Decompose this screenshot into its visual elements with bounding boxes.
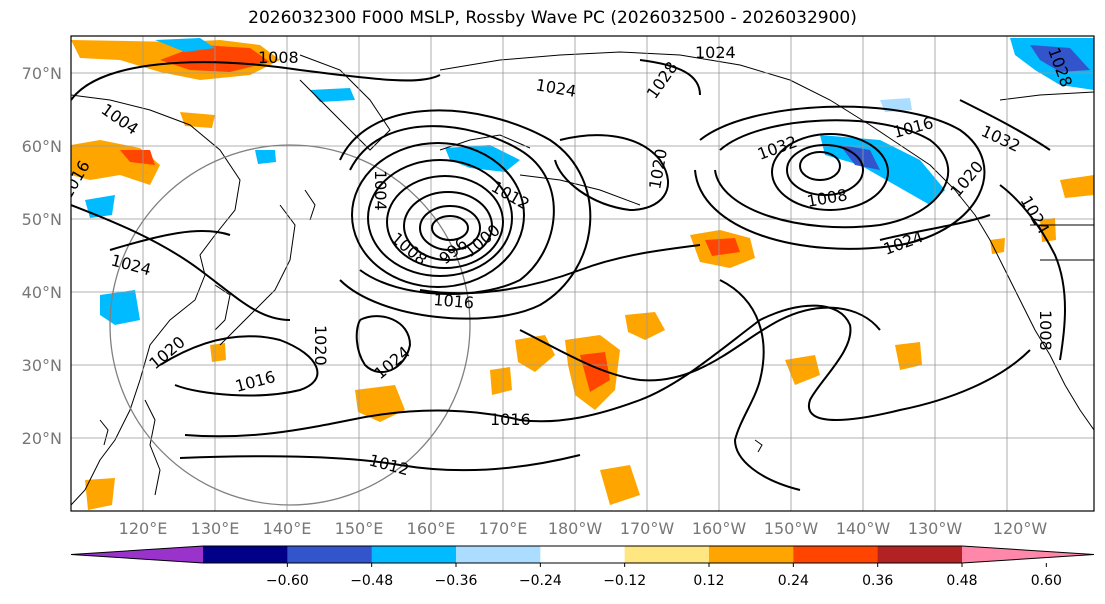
lon-label: 140°W bbox=[836, 519, 891, 538]
lon-label: 130°E bbox=[191, 519, 240, 538]
lon-label: 120°E bbox=[119, 519, 168, 538]
colorbar: −0.60 −0.48 −0.36 −0.24 −0.12 0.12 0.24 0.36 0.4… bbox=[70, 545, 1095, 589]
colorbar-swatch bbox=[709, 546, 794, 563]
colorbar-extend-max bbox=[962, 546, 1094, 563]
map-title: 2026032300 F000 MSLP, Rossby Wave PC (20… bbox=[248, 8, 857, 28]
lon-label: 140°E bbox=[263, 519, 312, 538]
isobar-label: 1020 bbox=[311, 325, 330, 366]
lon-label: 170°E bbox=[479, 519, 528, 538]
latitude-labels: 70°N 60°N 50°N 40°N 30°N 20°N bbox=[22, 64, 62, 448]
anomaly-shading bbox=[71, 38, 1094, 510]
isobar-label: 1016 bbox=[433, 290, 475, 312]
isobar-label: 1008 bbox=[1036, 310, 1055, 351]
lon-label: 150°W bbox=[764, 519, 819, 538]
lon-label: 180°W bbox=[548, 519, 603, 538]
isobars bbox=[71, 59, 1066, 491]
colorbar-tick-label: 0.24 bbox=[778, 573, 809, 589]
colorbar-swatch bbox=[287, 546, 373, 563]
lat-label: 60°N bbox=[22, 137, 62, 156]
colorbar-extend-min bbox=[71, 546, 203, 563]
colorbar-outline bbox=[70, 545, 1095, 564]
colorbar-swatch bbox=[203, 546, 288, 563]
colorbar-swatch bbox=[371, 546, 457, 563]
colorbar-tick-label: 0.48 bbox=[946, 573, 977, 589]
colorbar-tick-label: 0.60 bbox=[1031, 573, 1062, 589]
lon-label: 120°W bbox=[993, 519, 1048, 538]
lat-label: 30°N bbox=[22, 356, 62, 375]
map-background bbox=[71, 36, 1094, 511]
colorbar-tick-label: −0.36 bbox=[435, 573, 478, 589]
colorbar-swatch bbox=[624, 546, 710, 563]
colorbar-tick-label: −0.60 bbox=[266, 573, 309, 589]
isobar-label: 1004 bbox=[371, 170, 390, 211]
colorbar-swatch bbox=[456, 546, 541, 563]
colorbar-tick-label: −0.24 bbox=[519, 573, 562, 589]
lat-label: 20°N bbox=[22, 429, 62, 448]
lat-label: 40°N bbox=[22, 283, 62, 302]
longitude-labels: 120°E 130°E 140°E 150°E 160°E 170°E 180°… bbox=[119, 519, 1048, 538]
lon-label: 170°W bbox=[620, 519, 675, 538]
lon-label: 160°W bbox=[692, 519, 747, 538]
colorbar-tick-label: −0.48 bbox=[350, 573, 393, 589]
isobar-label: 1008 bbox=[258, 48, 299, 67]
colorbar-swatch bbox=[540, 546, 626, 563]
colorbar-tick-label: −0.12 bbox=[603, 573, 646, 589]
colorbar-swatch bbox=[793, 546, 879, 563]
map-frame bbox=[70, 35, 1095, 512]
highlight-circle bbox=[109, 144, 471, 506]
lon-label: 150°E bbox=[335, 519, 384, 538]
colorbar-tick-label: 0.36 bbox=[862, 573, 893, 589]
lon-label: 160°E bbox=[407, 519, 456, 538]
graticule bbox=[71, 36, 1094, 511]
lat-label: 50°N bbox=[22, 210, 62, 229]
colorbar-swatch bbox=[877, 546, 963, 563]
lon-label: 130°W bbox=[908, 519, 963, 538]
isobar-label: 1024 bbox=[695, 43, 736, 62]
colorbar-tick-label: 0.12 bbox=[693, 573, 724, 589]
isobar-labels: 1008 1004 1024 1028 1024 1032 1016 1012 … bbox=[71, 43, 1076, 479]
isobar-label: 1016 bbox=[490, 410, 531, 429]
lat-label: 70°N bbox=[22, 64, 62, 83]
